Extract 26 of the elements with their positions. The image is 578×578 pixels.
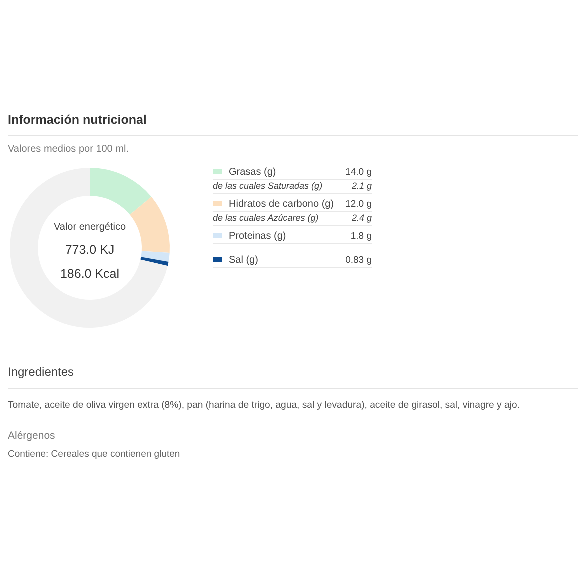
text: 2.1 g — [350, 181, 372, 191]
data-label: 14.0 g — [346, 167, 372, 178]
text: 773.0 KJ — [65, 243, 115, 257]
chart-subtitle: Valores medios por 100 ml. — [8, 144, 129, 155]
donut-slice — [10, 168, 168, 328]
text: Tomate, aceite de oliva virgen extra (8%), pan (harina de trigo, agua, sal y levadura), aceite de girasol, sal, vinagre y ajo. — [8, 400, 520, 411]
legend-label: Grasas (g) — [229, 167, 276, 178]
chart-title: Información nutricional — [8, 113, 147, 127]
text: Ingredientes — [8, 365, 74, 379]
text: 2.4 g — [350, 213, 372, 223]
donut-slice — [130, 197, 170, 254]
data-label: 12.0 g — [346, 199, 372, 210]
legend-label: Sal (g) — [229, 255, 258, 266]
text: 186.0 Kcal — [60, 267, 120, 281]
donut-slice — [90, 168, 152, 215]
donut-slice — [140, 257, 169, 266]
text: de las cuales Saturadas (g) — [213, 181, 323, 191]
data-label: 0.83 g — [346, 255, 372, 266]
text: Valor energético — [54, 222, 126, 233]
text: Alérgenos — [8, 430, 56, 442]
donut-slice — [141, 251, 170, 262]
text: Contiene: Cereales que contienen gluten — [8, 449, 180, 460]
text: de las cuales Azúcares (g) — [213, 213, 319, 223]
data-label: 1.8 g — [350, 231, 372, 242]
legend-label: Hidratos de carbono (g) — [229, 199, 334, 210]
legend-label: Proteinas (g) — [229, 231, 286, 242]
